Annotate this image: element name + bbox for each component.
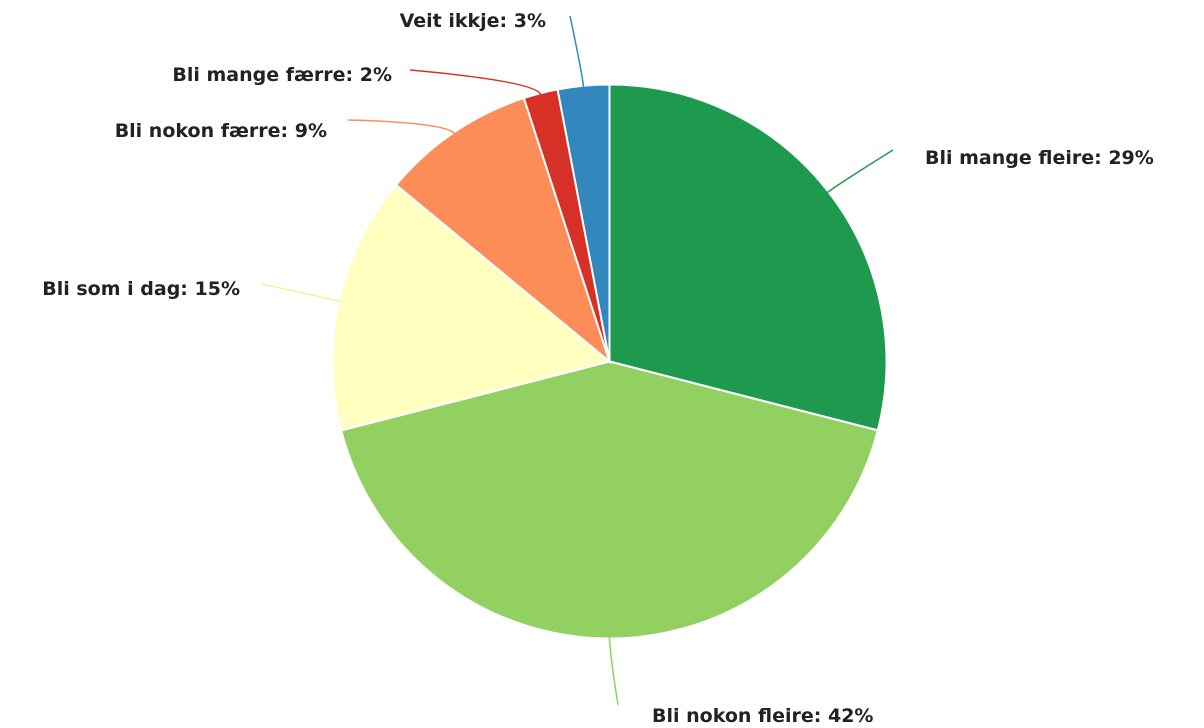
category-name: Veit ikkje	[400, 10, 500, 32]
separator: :	[814, 705, 828, 727]
category-name: Bli nokon fleire	[652, 705, 814, 727]
category-name: Bli mange færre	[172, 64, 345, 86]
separator: :	[281, 120, 295, 142]
category-name: Bli som i dag	[42, 278, 180, 300]
slice-label: Bli mange fleire: 29%	[925, 147, 1154, 169]
value-label: 15%	[195, 278, 240, 300]
slice-label: Bli nokon fleire: 42%	[652, 705, 873, 727]
leader-line	[569, 15, 585, 88]
slice-label: Bli nokon færre: 9%	[115, 120, 327, 142]
slice-label: Bli mange færre: 2%	[172, 64, 392, 86]
leader-line	[409, 69, 542, 96]
value-label: 2%	[360, 64, 392, 86]
leader-line	[608, 636, 619, 706]
leader-line	[347, 119, 456, 135]
leader-line	[826, 149, 894, 194]
separator: :	[346, 64, 360, 86]
separator: :	[500, 10, 514, 32]
separator: :	[1094, 147, 1108, 169]
slice-label: Bli som i dag: 15%	[42, 278, 240, 300]
value-label: 9%	[295, 120, 327, 142]
category-name: Bli mange fleire	[925, 147, 1094, 169]
category-name: Bli nokon færre	[115, 120, 281, 142]
slice-label: Veit ikkje: 3%	[400, 10, 546, 32]
separator: :	[180, 278, 194, 300]
value-label: 3%	[514, 10, 546, 32]
value-label: 29%	[1108, 147, 1153, 169]
value-label: 42%	[828, 705, 873, 727]
leader-line	[261, 283, 342, 303]
